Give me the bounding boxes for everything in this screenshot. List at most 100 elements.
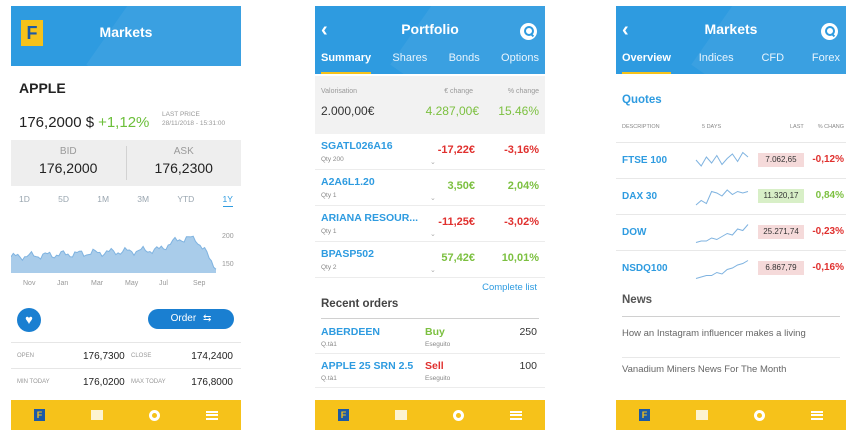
x-tick-label: Nov bbox=[23, 280, 36, 287]
back-chevron-icon[interactable]: ‹ bbox=[321, 19, 328, 41]
x-tick-label: Jan bbox=[57, 280, 68, 287]
order-amount: 250 bbox=[519, 326, 537, 338]
price-change: +1,12% bbox=[98, 114, 150, 131]
position-row[interactable]: SGATL026A16 Qty 200 ⌄ -17,22€ -3,16% bbox=[315, 134, 545, 170]
order-status: Eseguito bbox=[425, 375, 451, 382]
quote-last: 6.867,79 bbox=[758, 261, 804, 275]
quote-name[interactable]: FTSE 100 bbox=[622, 155, 668, 166]
close-label: CLOSE bbox=[131, 353, 152, 359]
home-icon[interactable]: F bbox=[338, 409, 349, 421]
x-tick-label: Mar bbox=[91, 280, 104, 287]
range-3m[interactable]: 3M bbox=[137, 194, 150, 204]
position-name[interactable]: A2A6L1.20 bbox=[321, 176, 375, 188]
home-icon[interactable]: F bbox=[639, 409, 650, 421]
chevron-down-icon[interactable]: ⌄ bbox=[430, 159, 436, 166]
bid-value: 176,2000 bbox=[39, 160, 98, 176]
last-price-time: 28/11/2018 - 15:31:00 bbox=[162, 120, 226, 127]
tab-shares[interactable]: Shares bbox=[392, 52, 428, 64]
tab-overview[interactable]: Overview bbox=[622, 52, 671, 74]
position-pct: 2,04% bbox=[507, 180, 539, 192]
quote-row[interactable]: FTSE 100 7.062,65 -0,12% bbox=[616, 142, 846, 178]
search-icon[interactable] bbox=[821, 23, 838, 40]
tab-cfd[interactable]: CFD bbox=[761, 52, 785, 64]
order-status: Eseguito bbox=[425, 341, 451, 348]
menu-icon[interactable] bbox=[510, 410, 522, 420]
last-price-label: LAST PRICE bbox=[162, 111, 200, 118]
position-row[interactable]: ARIANA RESOUR... Qty 1 ⌄ -11,25€ -3,02% bbox=[315, 206, 545, 242]
pct-change-value: 15.46% bbox=[498, 104, 539, 118]
favorite-heart-icon[interactable]: ♥ bbox=[17, 308, 41, 332]
page-title: Markets bbox=[99, 24, 153, 40]
x-tick-label: Sep bbox=[193, 280, 206, 287]
chevron-down-icon[interactable]: ⌄ bbox=[430, 267, 436, 274]
complete-list-link[interactable]: Complete list bbox=[482, 282, 537, 293]
quotes-title: Quotes bbox=[622, 94, 662, 106]
position-row[interactable]: BPASP502 Qty 2 ⌄ 57,42€ 10,01% bbox=[315, 242, 545, 278]
tab-bonds[interactable]: Bonds bbox=[448, 52, 480, 64]
position-name[interactable]: SGATL026A16 bbox=[321, 140, 393, 152]
chevron-down-icon[interactable]: ⌄ bbox=[430, 195, 436, 202]
back-chevron-icon[interactable]: ‹ bbox=[622, 19, 629, 41]
portfolio-tabs: Summary Shares Bonds Options bbox=[315, 52, 545, 74]
range-5d[interactable]: 5D bbox=[58, 194, 69, 204]
x-tick-label: May bbox=[125, 280, 139, 287]
position-change: -17,22€ bbox=[437, 144, 475, 156]
range-1d[interactable]: 1D bbox=[19, 194, 30, 204]
news-item[interactable]: How an Instagram influencer makes a livi… bbox=[622, 328, 840, 358]
valorisation-value: 2.000,00€ bbox=[321, 104, 375, 118]
position-row[interactable]: A2A6L1.20 Qty 1 ⌄ 3,50€ 2,04% bbox=[315, 170, 545, 206]
bottom-nav: F bbox=[315, 400, 545, 430]
search-icon[interactable] bbox=[520, 23, 537, 40]
quote-name[interactable]: DOW bbox=[622, 227, 647, 238]
position-qty: Qty 1 bbox=[321, 192, 337, 199]
stock-symbol: APPLE bbox=[19, 80, 66, 96]
price-chart: 200 150 Nov Jan Mar May Jul Sep bbox=[11, 233, 234, 287]
menu-icon[interactable] bbox=[811, 410, 823, 420]
menu-icon[interactable] bbox=[206, 410, 218, 420]
min-value: 176,0200 bbox=[83, 377, 125, 388]
position-qty: Qty 1 bbox=[321, 228, 337, 235]
news-item[interactable]: Vanadium Miners News For The Month bbox=[622, 364, 787, 375]
sparkline bbox=[695, 224, 749, 243]
y-tick-label: 150 bbox=[222, 261, 234, 268]
donut-icon[interactable] bbox=[149, 409, 160, 421]
col-description: DESCRIPTION bbox=[622, 124, 660, 130]
range-1m[interactable]: 1M bbox=[97, 194, 110, 204]
app-logo-icon[interactable]: F bbox=[21, 20, 43, 46]
range-ytd[interactable]: YTD bbox=[177, 194, 195, 204]
chevron-down-icon[interactable]: ⌄ bbox=[430, 231, 436, 238]
order-name[interactable]: ABERDEEN bbox=[321, 326, 380, 338]
donut-icon[interactable] bbox=[754, 409, 765, 421]
order-row[interactable]: APPLE 25 SRN 2.5 Q.tà1 Sell Eseguito 100 bbox=[315, 354, 545, 388]
chart-icon[interactable] bbox=[91, 410, 103, 420]
tab-options[interactable]: Options bbox=[501, 52, 539, 64]
quote-row[interactable]: DAX 30 11.320,17 0,84% bbox=[616, 178, 846, 214]
home-icon[interactable]: F bbox=[34, 409, 45, 421]
order-amount: 100 bbox=[519, 360, 537, 372]
chart-icon[interactable] bbox=[395, 410, 407, 420]
position-name[interactable]: ARIANA RESOUR... bbox=[321, 212, 419, 224]
bottom-nav: F bbox=[11, 400, 241, 430]
header: F Markets bbox=[11, 6, 241, 66]
order-button[interactable]: Order ⇆ bbox=[148, 309, 234, 329]
order-row[interactable]: ABERDEEN Q.tà1 Buy Eseguito 250 bbox=[315, 320, 545, 354]
tab-forex[interactable]: Forex bbox=[811, 52, 840, 64]
action-row: ♥ Order ⇆ bbox=[11, 306, 241, 334]
quote-name[interactable]: DAX 30 bbox=[622, 191, 658, 202]
ask-label: ASK bbox=[173, 146, 194, 157]
price-area bbox=[11, 236, 216, 273]
tab-indices[interactable]: Indices bbox=[698, 52, 734, 64]
position-name[interactable]: BPASP502 bbox=[321, 248, 374, 260]
open-label: OPEN bbox=[17, 353, 35, 359]
range-1y[interactable]: 1Y bbox=[222, 194, 233, 207]
donut-icon[interactable] bbox=[453, 409, 464, 421]
quote-row[interactable]: NSDQ100 6.867,79 -0,16% bbox=[616, 250, 846, 286]
chart-icon[interactable] bbox=[696, 410, 708, 420]
quote-row[interactable]: DOW 25.271,74 -0,23% bbox=[616, 214, 846, 250]
order-name[interactable]: APPLE 25 SRN 2.5 bbox=[321, 360, 414, 372]
tab-summary[interactable]: Summary bbox=[321, 52, 372, 74]
quote-name[interactable]: NSDQ100 bbox=[622, 263, 668, 274]
markets-overview-screen: ‹ Markets Overview Indices CFD Forex Quotes… bbox=[616, 6, 846, 430]
order-side: Buy bbox=[425, 326, 445, 338]
sparkline-path bbox=[695, 151, 749, 167]
